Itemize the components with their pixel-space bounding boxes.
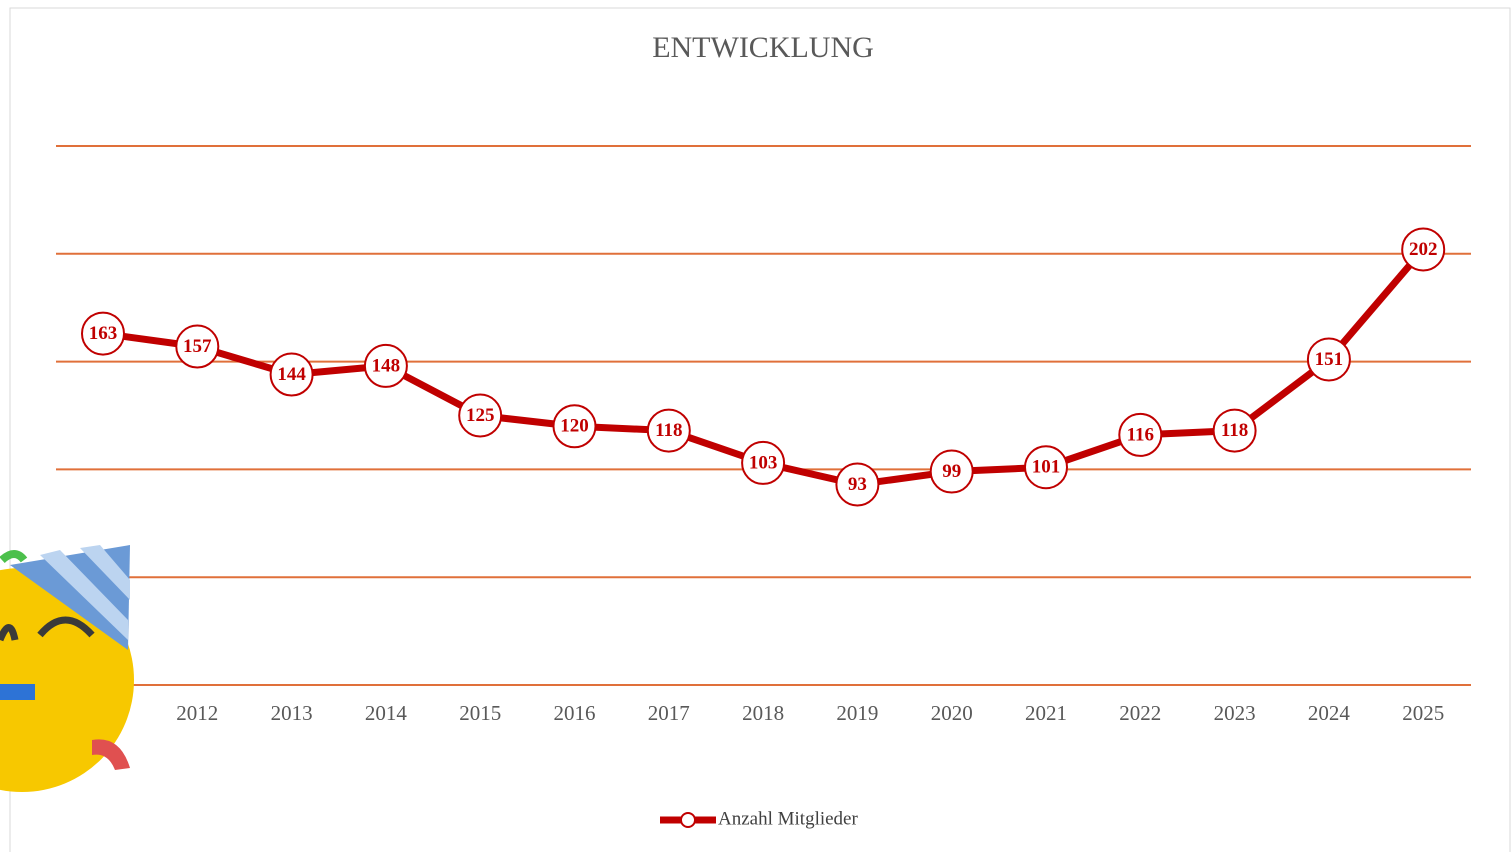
data-label: 151 <box>1315 349 1344 370</box>
data-label: 101 <box>1032 457 1061 478</box>
x-tick-label: 2021 <box>1025 701 1067 725</box>
data-label: 93 <box>848 474 867 495</box>
data-label: 118 <box>1221 420 1248 441</box>
data-label: 125 <box>466 405 495 426</box>
data-label: 118 <box>655 420 682 441</box>
data-label: 202 <box>1409 239 1438 260</box>
x-tick-label: 2013 <box>271 701 313 725</box>
x-tick-label: 2015 <box>459 701 501 725</box>
x-tick-label: 2014 <box>365 701 408 725</box>
data-label: 148 <box>372 355 401 376</box>
data-label: 157 <box>183 336 212 357</box>
x-tick-label: 2023 <box>1214 701 1256 725</box>
x-tick-label: 2012 <box>176 701 218 725</box>
emoji <box>0 545 134 792</box>
data-label: 103 <box>749 452 778 473</box>
x-tick-label: 2022 <box>1119 701 1161 725</box>
x-tick-label: 2020 <box>931 701 973 725</box>
emoji-whistle <box>0 684 35 700</box>
chart: ENTWICKLUNG 2012 2013 2014 2015 2016 2017 2018… <box>0 0 1512 852</box>
legend-marker <box>681 813 695 827</box>
x-tick-label: 2024 <box>1308 701 1351 725</box>
page: ENTWICKLUNG 2012 2013 2014 2015 2016 2017 2018… <box>0 0 1512 852</box>
data-label: 144 <box>277 364 306 385</box>
x-tick-label: 2025 <box>1402 701 1444 725</box>
data-label: 99 <box>942 461 961 482</box>
data-label: 163 <box>89 323 118 344</box>
data-label: 120 <box>560 416 589 437</box>
legend-label: Anzahl Mitglieder <box>718 808 858 829</box>
x-tick-label: 2017 <box>648 701 690 725</box>
x-tick-label: 2019 <box>836 701 878 725</box>
chart-frame <box>10 8 1510 852</box>
data-label: 116 <box>1127 424 1154 445</box>
x-tick-label: 2016 <box>554 701 596 725</box>
x-tick-label: 2018 <box>742 701 784 725</box>
chart-title: ENTWICKLUNG <box>652 31 874 64</box>
